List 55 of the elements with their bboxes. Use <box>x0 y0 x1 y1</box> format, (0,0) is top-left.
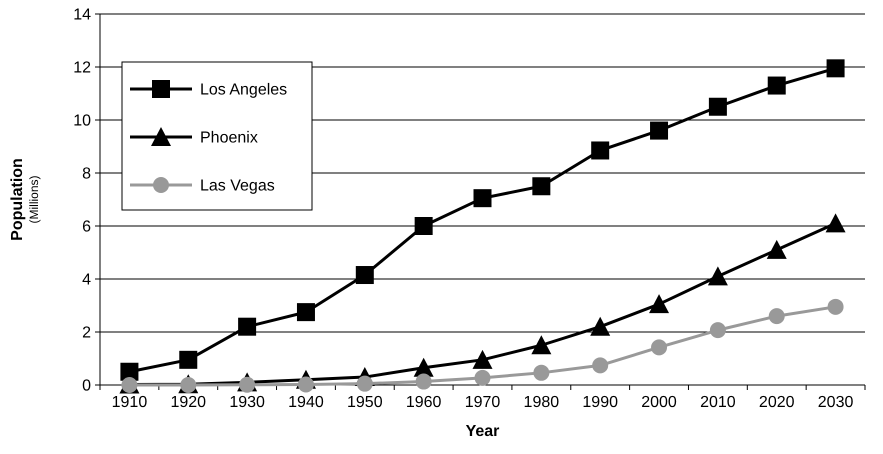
legend-label: Los Angeles <box>200 82 288 99</box>
point <box>708 266 728 286</box>
x-tick-label: 1910 <box>112 394 148 411</box>
point <box>592 357 608 374</box>
legend-label: Phoenix <box>200 130 258 147</box>
point <box>708 98 727 116</box>
point <box>828 298 844 315</box>
point <box>121 377 138 393</box>
point <box>650 122 668 140</box>
x-tick-label: 2000 <box>641 394 677 411</box>
point <box>532 177 550 196</box>
point <box>474 370 490 386</box>
y-tick-label: 8 <box>82 166 92 183</box>
point <box>472 350 492 369</box>
point <box>826 213 846 232</box>
x-tick-label: 1920 <box>170 394 206 411</box>
point <box>414 217 433 235</box>
x-tick-label: 1980 <box>524 394 560 411</box>
x-tick-label: 2030 <box>818 394 854 411</box>
y-tick-label: 14 <box>73 6 92 24</box>
x-tick-label: 1990 <box>582 394 618 411</box>
point <box>531 335 552 354</box>
point <box>296 303 315 322</box>
text: (Millions) <box>27 175 41 224</box>
point <box>826 59 845 78</box>
x-axis-title: Year <box>466 423 500 440</box>
x-tick-label: 2020 <box>758 394 795 411</box>
point <box>533 364 550 381</box>
x-tick-label: 1970 <box>464 394 500 411</box>
y-tick-label: 0 <box>82 378 92 395</box>
y-tick-label: 4 <box>82 272 92 289</box>
y-axis-title: Population <box>9 158 26 241</box>
y-tick-label: 12 <box>73 60 92 77</box>
x-tick-label: 1950 <box>347 394 383 411</box>
point <box>710 322 726 338</box>
x-tick-label: 1960 <box>406 394 442 411</box>
point <box>356 266 374 284</box>
point <box>416 374 432 390</box>
point <box>651 339 668 356</box>
point <box>590 316 610 336</box>
legend-label: Las Vegas <box>200 178 275 195</box>
point <box>591 141 610 160</box>
point <box>649 294 670 314</box>
y-tick-label: 10 <box>73 112 92 130</box>
y-tick-label: 2 <box>82 324 92 342</box>
point <box>474 189 492 208</box>
point <box>179 350 198 369</box>
x-tick-label: 1940 <box>288 394 324 411</box>
point <box>766 240 787 259</box>
point <box>238 318 256 336</box>
y-tick-label: 6 <box>82 218 92 236</box>
point <box>768 308 785 324</box>
point <box>768 76 786 95</box>
x-tick-label: 2010 <box>700 394 736 411</box>
x-tick-label: 1930 <box>229 394 266 411</box>
